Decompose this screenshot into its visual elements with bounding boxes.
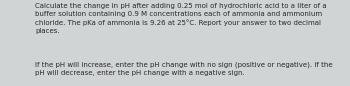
Text: Calculate the change in pH after adding 0.25 mol of hydrochloric acid to a liter: Calculate the change in pH after adding … — [35, 3, 327, 34]
Text: If the pH will increase, enter the pH change with no sign (positive or negative): If the pH will increase, enter the pH ch… — [35, 62, 332, 76]
